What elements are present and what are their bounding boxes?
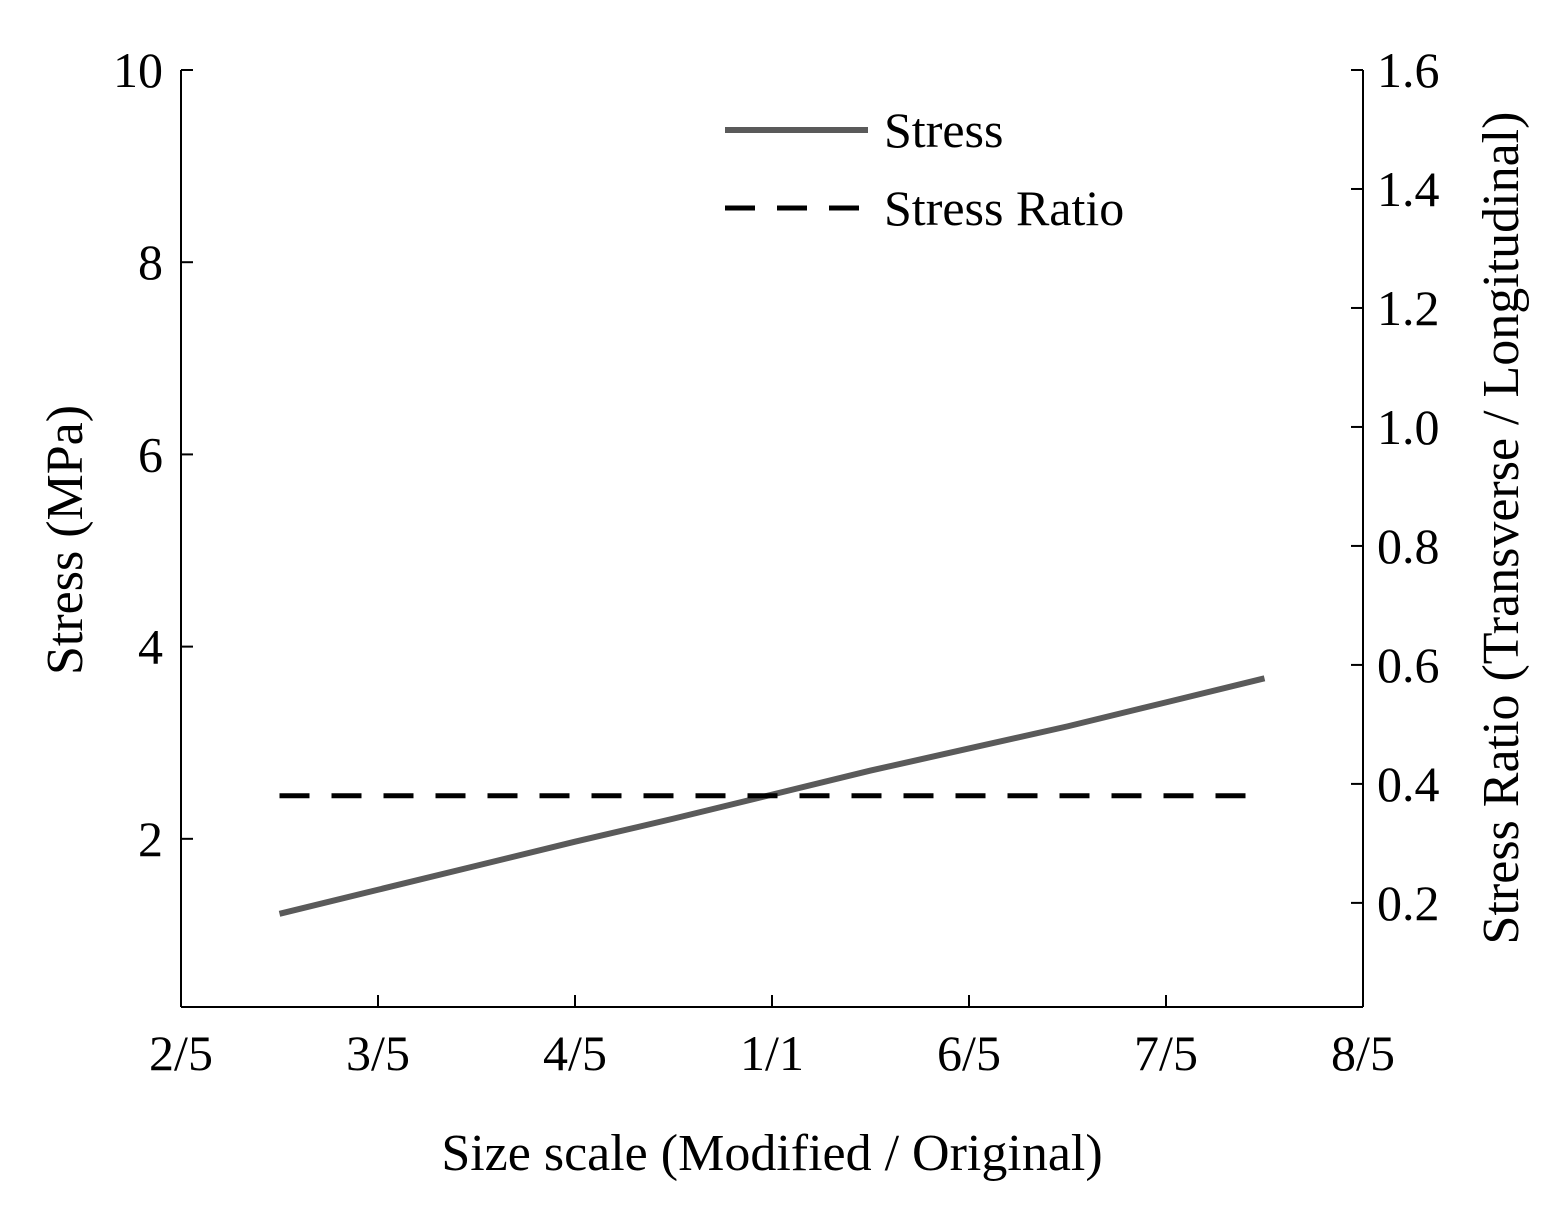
y-left-tick-label: 2 <box>138 811 163 867</box>
x-tick-label: 4/5 <box>543 1025 607 1081</box>
y-axis-right-title: Stress Ratio (Transverse / Longitudinal) <box>1473 112 1530 945</box>
legend-label-stress: Stress <box>884 102 1003 158</box>
axes: 2/5 3/5 4/5 1/1 6/5 7/5 8/5 2 4 6 8 10 0.2 0.4 0.6 0.8 1… <box>113 42 1440 1081</box>
y-left-tick-label: 8 <box>138 234 163 290</box>
y-left-tick-label: 6 <box>138 426 163 482</box>
y-left-tick-label: 10 <box>113 42 163 98</box>
y-right-tick-label: 0.8 <box>1377 518 1440 574</box>
x-tick-label: 3/5 <box>346 1025 410 1081</box>
y-right-tick-label: 0.2 <box>1377 875 1440 931</box>
y-right-tick-label: 1.0 <box>1377 399 1440 455</box>
y-right-tick-label: 0.4 <box>1377 756 1440 812</box>
x-tick-label: 8/5 <box>1331 1025 1395 1081</box>
data-point <box>1264 795 1265 796</box>
x-axis-title: Size scale (Modified / Original) <box>441 1125 1102 1182</box>
legend-label-stress-ratio: Stress Ratio <box>884 180 1124 236</box>
legend: Stress Stress Ratio <box>725 102 1124 236</box>
x-tick-label: 1/1 <box>740 1025 804 1081</box>
y-right-tick-label: 0.6 <box>1377 637 1440 693</box>
plot-area <box>278 675 1266 917</box>
y-left-tick-label: 4 <box>138 619 163 675</box>
y-right-tick-label: 1.6 <box>1377 42 1440 98</box>
y-right-tick-label: 1.4 <box>1377 161 1440 217</box>
x-tick-label: 7/5 <box>1134 1025 1198 1081</box>
y-right-tick-label: 1.2 <box>1377 280 1440 336</box>
y-axis-left-title: Stress (MPa) <box>37 405 94 675</box>
x-tick-label: 6/5 <box>937 1025 1001 1081</box>
x-tick-label: 2/5 <box>149 1025 213 1081</box>
